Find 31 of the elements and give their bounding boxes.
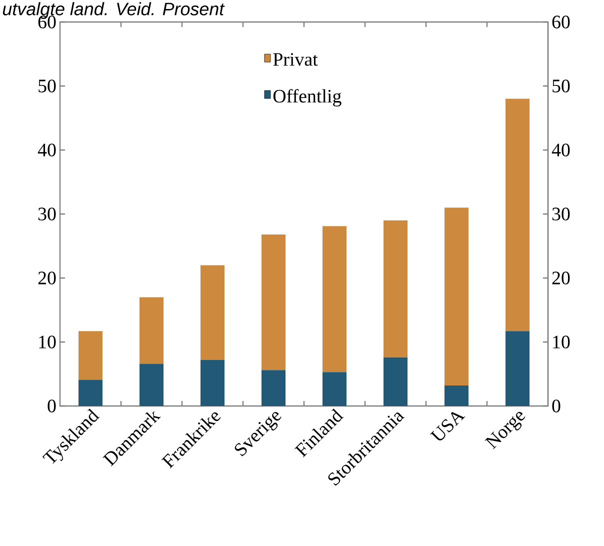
bar xyxy=(200,265,224,360)
bar xyxy=(261,234,286,370)
bar xyxy=(505,98,530,332)
bar xyxy=(322,372,346,406)
bar xyxy=(505,331,530,406)
bar xyxy=(140,364,164,406)
bar xyxy=(78,331,102,380)
bar xyxy=(140,297,164,364)
bar xyxy=(444,386,468,406)
y2-tick-label: 20 xyxy=(552,272,570,284)
x-tick-label: USA xyxy=(430,412,466,440)
y2-tick-label: 30 xyxy=(552,208,570,220)
legend-label: Privat xyxy=(273,53,318,66)
legend-label: Offentlig xyxy=(273,89,342,106)
bar xyxy=(444,208,468,386)
y2-tick-label: 0 xyxy=(552,400,560,412)
y-tick-label: 50 xyxy=(38,80,56,92)
bar xyxy=(78,380,102,406)
y-tick-label: 30 xyxy=(38,208,56,220)
y2-tick-label: 10 xyxy=(553,336,570,348)
bar xyxy=(322,226,346,372)
y-tick-label: 10 xyxy=(39,336,56,348)
y2-tick-label: 60 xyxy=(552,16,570,28)
bar xyxy=(383,357,408,406)
y-tick-label: 20 xyxy=(38,272,56,284)
y2-tick-label: 50 xyxy=(552,80,570,92)
bar xyxy=(383,220,408,358)
y-tick-label: 40 xyxy=(38,144,56,156)
y2-tick-label: 40 xyxy=(552,144,570,156)
bar xyxy=(200,360,224,406)
bar xyxy=(261,370,286,406)
